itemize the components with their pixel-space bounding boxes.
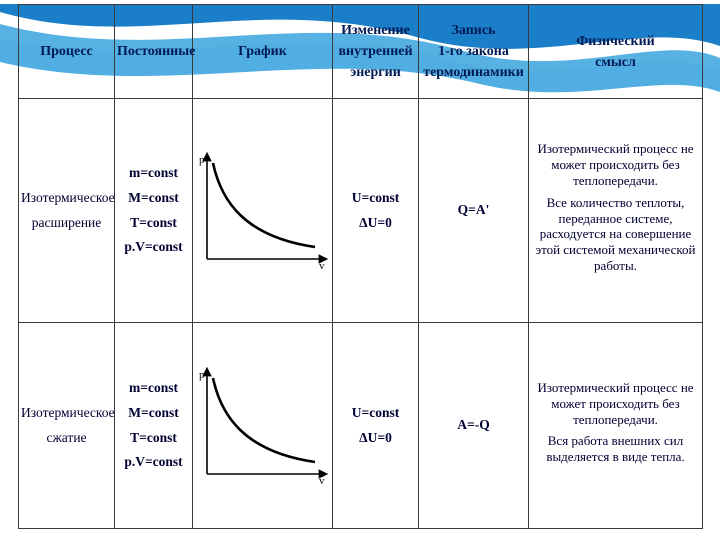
paragraph: Изотермический процесс не может происход… [531, 141, 700, 189]
paragraph: Все количество теплоты, переданное систе… [531, 195, 700, 274]
paragraph: Изотермический процесс не может происход… [531, 380, 700, 428]
cell-process: Изотермическое расширение [19, 99, 115, 323]
label: Постоянные [117, 44, 195, 59]
table-body: Изотермическое расширение m=const M=cons… [19, 99, 703, 529]
label: U=const [335, 405, 416, 422]
label: смысл [531, 52, 700, 73]
axis-label-x: v [319, 475, 325, 486]
pv-graph-icon: p v [195, 151, 331, 271]
label: A=-Q [457, 417, 489, 432]
label: T=const [117, 215, 190, 232]
hdr-constants: Постоянные [115, 5, 193, 99]
label: ΔU=0 [335, 430, 416, 447]
label: внутренней [335, 41, 416, 62]
label: T=const [117, 430, 190, 447]
cell-constants: m=const M=const T=const p.V=const [115, 99, 193, 323]
label: M=const [117, 190, 190, 207]
label: энергии [335, 62, 416, 83]
label: ΔU=0 [335, 215, 416, 232]
axis-label-y: p [199, 369, 205, 381]
table-row: Изотермическое расширение m=const M=cons… [19, 99, 703, 323]
label: Изотермическое [21, 405, 112, 422]
label: p.V=const [117, 454, 190, 471]
label: m=const [117, 380, 190, 397]
axis-label-x: v [319, 260, 325, 271]
label: Q=A' [458, 202, 490, 217]
cell-energy: U=const ΔU=0 [333, 99, 419, 323]
label: M=const [117, 405, 190, 422]
label: сжатие [21, 430, 112, 447]
axis-label-y: p [199, 154, 205, 166]
cell-physical: Изотермический процесс не может происход… [529, 323, 703, 529]
label: 1-го закона [421, 41, 526, 62]
paragraph: Вся работа внешних сил выделяется в виде… [531, 433, 700, 465]
hdr-process: Процесс [19, 5, 115, 99]
cell-physical: Изотермический процесс не может происход… [529, 99, 703, 323]
page-root: Процесс Постоянные График Изменение внут… [0, 4, 720, 544]
hdr-graph: График [193, 5, 333, 99]
label: p.V=const [117, 239, 190, 256]
hdr-physical: Физический смысл [529, 5, 703, 99]
label: Физический [531, 31, 700, 52]
hdr-law: Запись 1-го закона термодинамики [419, 5, 529, 99]
label: Процесс [40, 44, 93, 59]
label: Запись [421, 20, 526, 41]
cell-constants: m=const M=const T=const p.V=const [115, 323, 193, 529]
pv-graph-icon: p v [195, 366, 331, 486]
label: Изменение [335, 20, 416, 41]
label: U=const [335, 190, 416, 207]
cell-energy: U=const ΔU=0 [333, 323, 419, 529]
hdr-energy: Изменение внутренней энергии [333, 5, 419, 99]
label: График [238, 44, 287, 59]
label: Изотермическое [21, 190, 112, 207]
table-header: Процесс Постоянные График Изменение внут… [19, 5, 703, 99]
label: m=const [117, 165, 190, 182]
label: термодинамики [421, 62, 526, 83]
cell-process: Изотермическое сжатие [19, 323, 115, 529]
cell-graph: p v [193, 99, 333, 323]
cell-law: Q=A' [419, 99, 529, 323]
thermo-table: Процесс Постоянные График Изменение внут… [18, 4, 703, 529]
table-row: Изотермическое сжатие m=const M=const T=… [19, 323, 703, 529]
cell-law: A=-Q [419, 323, 529, 529]
cell-graph: p v [193, 323, 333, 529]
label: расширение [21, 215, 112, 232]
